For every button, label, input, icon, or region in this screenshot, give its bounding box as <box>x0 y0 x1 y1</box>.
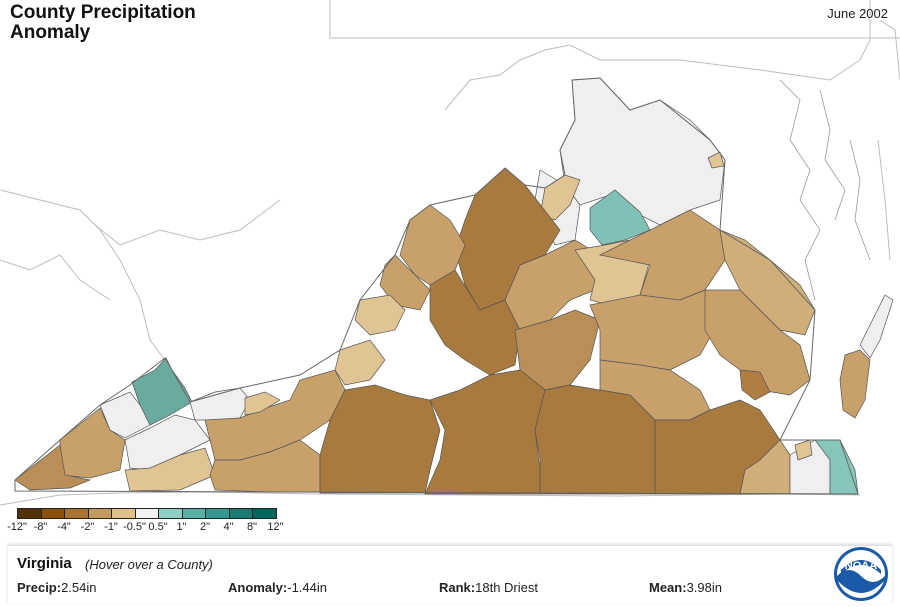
legend-swatch <box>40 508 65 519</box>
county-pale-west[interactable] <box>354 294 406 336</box>
county-piedmont-4[interactable] <box>589 289 721 371</box>
legend-label: 12" <box>267 521 284 533</box>
legend-label: -0.5" <box>123 521 146 533</box>
info-mean-label: Mean: <box>649 580 687 595</box>
info-anomaly: Anomaly:-1.44in <box>228 580 327 595</box>
noaa-logo-text: NOAA <box>845 560 877 572</box>
map-date: June 2002 <box>827 6 888 21</box>
info-hint: (Hover over a County) <box>85 557 213 572</box>
county-piedmont-1[interactable] <box>504 239 601 331</box>
legend-label: -4" <box>57 521 71 533</box>
virginia-outline <box>14 77 859 495</box>
legend-label: 8" <box>246 521 258 533</box>
county-piedmont-2[interactable] <box>598 209 726 301</box>
virginia-counties[interactable] <box>14 77 894 495</box>
county-east-1[interactable] <box>719 229 816 336</box>
legend-label: 1" <box>176 521 187 533</box>
county-central-dark[interactable] <box>429 269 521 376</box>
info-precip-value: 2.54in <box>61 580 97 595</box>
county-northern-virginia[interactable] <box>559 77 726 226</box>
map-title-line2: Anomaly <box>10 22 91 43</box>
legend-swatch <box>158 508 183 519</box>
info-state-name: Virginia <box>17 555 72 572</box>
info-mean: Mean:3.98in <box>649 580 722 595</box>
county-eastern-shore-brown[interactable] <box>839 349 871 419</box>
legend-color-bar <box>17 508 277 519</box>
county-east-dark[interactable] <box>739 369 771 401</box>
legend-label: -8" <box>33 521 48 533</box>
county-eastern-shore-normal[interactable] <box>859 294 894 359</box>
info-mean-value: 3.98in <box>686 580 722 595</box>
legend-swatch <box>205 508 230 519</box>
info-precip: Precip:2.54in <box>17 580 97 595</box>
map-title-line1: County Precipitation <box>10 2 196 23</box>
info-rank-value: 18th Driest <box>475 580 538 595</box>
info-precip-label: Precip: <box>17 580 62 595</box>
legend-label: -12" <box>7 521 27 533</box>
legend-swatch <box>134 508 159 519</box>
map-title: County Precipitation Anomaly <box>10 3 196 43</box>
legend-swatch <box>252 508 277 519</box>
color-legend: -12" -8" -4" -2" -1" -0.5" 0.5" 1" 2" 4" 8" 12" <box>7 508 317 538</box>
legend-swatch <box>64 508 89 519</box>
county-south-dark-2[interactable] <box>424 369 546 495</box>
county-pale-north-2[interactable] <box>707 151 725 169</box>
legend-swatch <box>228 508 253 519</box>
county-sw-normal-3[interactable] <box>189 387 251 421</box>
legend-label: -1" <box>104 521 118 533</box>
legend-label: 4" <box>223 521 234 533</box>
county-pale-west-2[interactable] <box>334 339 386 386</box>
county-sw-band-pale[interactable] <box>244 391 281 416</box>
legend-swatch <box>17 508 42 519</box>
info-anomaly-value: -1.44in <box>287 580 327 595</box>
coastline <box>779 79 871 301</box>
county-teal-north[interactable] <box>589 189 651 246</box>
county-sw-brown-2[interactable] <box>14 444 92 491</box>
info-anomaly-label: Anomaly: <box>228 580 288 595</box>
legend-swatch <box>111 508 136 519</box>
legend-swatch <box>181 508 206 519</box>
county-west-mid[interactable] <box>399 204 466 286</box>
info-rank-label: Rank: <box>439 580 476 595</box>
legend-swatch <box>87 508 112 519</box>
legend-label: -2" <box>80 521 95 533</box>
info-rank: Rank:18th Driest <box>439 580 538 595</box>
info-panel: Virginia (Hover over a County) Precip:2.… <box>8 545 892 604</box>
county-southeast-pale-2[interactable] <box>794 439 813 461</box>
county-sw-pale[interactable] <box>124 447 216 492</box>
legend-label: 0.5" <box>148 521 168 533</box>
county-east-2[interactable] <box>704 289 811 396</box>
legend-label: 2" <box>199 521 211 533</box>
noaa-logo-icon[interactable]: NOAA <box>833 546 889 602</box>
